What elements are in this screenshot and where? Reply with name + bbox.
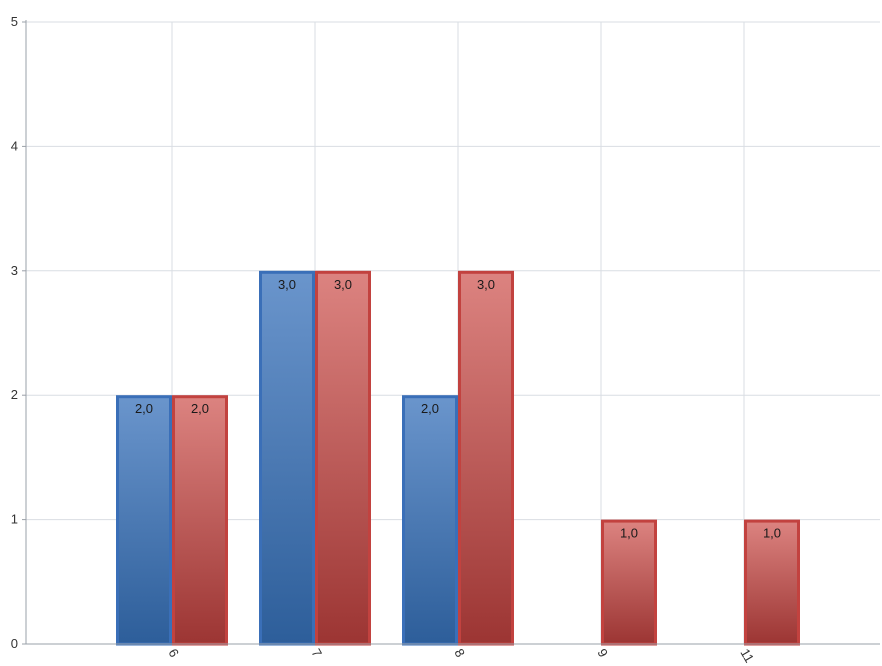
bar-series-2-6: [172, 395, 228, 646]
bar-series-2-9: [601, 519, 657, 646]
bar-series-1-8: [402, 395, 458, 646]
y-tick-label: 0: [11, 636, 18, 651]
bar-series-1-7: [259, 270, 315, 646]
axes: [22, 20, 880, 645]
data-label: 3,0: [334, 277, 352, 292]
y-tick-label: 3: [11, 263, 18, 278]
bar-series-2-7: [315, 270, 371, 646]
data-label: 1,0: [763, 526, 781, 541]
x-tick-label: 11: [737, 646, 757, 665]
data-label: 3,0: [278, 277, 296, 292]
bar-series-2-11: [744, 519, 800, 646]
y-tick-label: 1: [11, 512, 18, 527]
bars: [116, 270, 800, 646]
x-tick-label: 6: [165, 646, 182, 660]
y-tick-label: 2: [11, 387, 18, 402]
bar-series-1-6: [116, 395, 172, 646]
data-label: 1,0: [620, 526, 638, 541]
y-tick-label: 5: [11, 14, 18, 29]
x-tick-label: 9: [594, 646, 611, 660]
x-tick-label: 8: [451, 646, 468, 660]
data-label: 2,0: [421, 401, 439, 416]
x-tick-label: 7: [308, 646, 325, 660]
data-label: 2,0: [191, 401, 209, 416]
bar-series-2-8: [458, 270, 514, 646]
data-label: 2,0: [135, 401, 153, 416]
y-tick-label: 4: [11, 138, 18, 153]
data-label: 3,0: [477, 277, 495, 292]
